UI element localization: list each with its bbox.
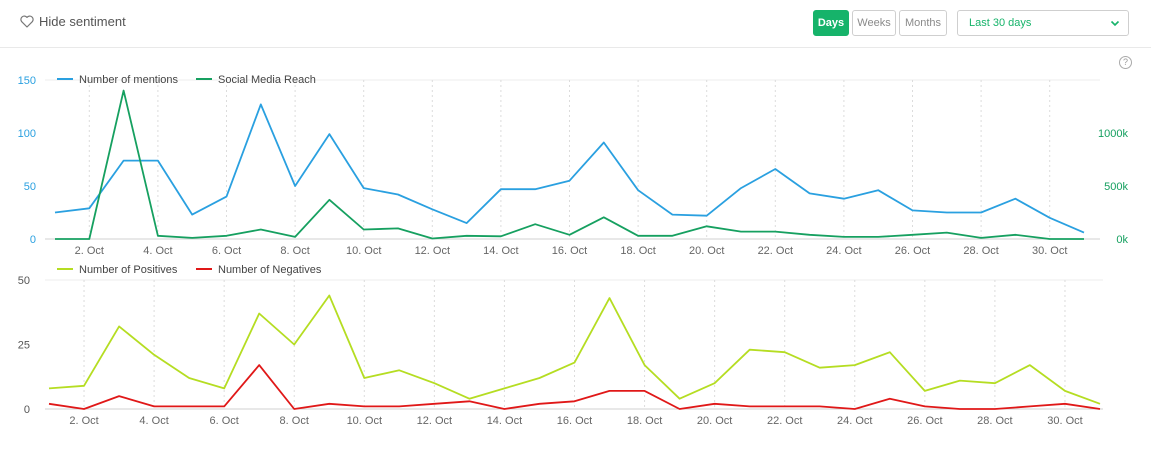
x-tick-label: 30. Oct (1032, 245, 1067, 257)
legend-label-number-of-mentions: Number of mentions (79, 74, 179, 86)
mentions-reach-chart: 2. Oct 4. Oct 6. Oct 8. Oct 10. Oct 12. Oct 14… (18, 74, 1129, 257)
y-tick-label-right: 500k (1104, 181, 1128, 193)
x-tick-label: 26. Oct (907, 415, 942, 427)
x-tick-label: 24. Oct (837, 415, 872, 427)
weeks-button[interactable]: Weeks (852, 10, 896, 36)
chart-toolbar: Hide sentiment Days Weeks Months Last 30… (0, 0, 1151, 48)
y-tick-label-left: 25 (18, 340, 30, 352)
x-tick-label: 12. Oct (415, 245, 450, 257)
date-range-select[interactable]: Last 30 days (957, 10, 1129, 36)
y-tick-label-right: 0k (1116, 234, 1128, 246)
hide-sentiment-toggle[interactable]: Hide sentiment (20, 14, 126, 29)
series-line-social-media-reach (55, 89, 1084, 240)
x-tick-label: 20. Oct (697, 415, 732, 427)
help-icon[interactable]: ? (1119, 56, 1132, 69)
x-tick-label: 6. Oct (212, 245, 241, 257)
x-tick-label: 14. Oct (487, 415, 522, 427)
x-tick-label: 18. Oct (620, 245, 655, 257)
y-tick-label-left: 0 (30, 234, 36, 246)
x-tick-label: 8. Oct (280, 245, 309, 257)
y-tick-label-left: 50 (18, 275, 30, 287)
x-tick-label: 10. Oct (346, 245, 381, 257)
x-tick-label: 10. Oct (347, 415, 382, 427)
months-button[interactable]: Months (899, 10, 947, 36)
x-tick-label: 26. Oct (895, 245, 930, 257)
x-tick-label: 4. Oct (143, 245, 172, 257)
x-tick-label: 12. Oct (417, 415, 452, 427)
sentiment-chart: 2. Oct 4. Oct 6. Oct 8. Oct 10. Oct 12. Oct 14… (18, 264, 1103, 427)
x-tick-label: 2. Oct (75, 245, 104, 257)
y-tick-label-right: 1000k (1098, 128, 1128, 140)
x-tick-label: 6. Oct (209, 415, 238, 427)
legend-label-number-of-positives: Number of Positives (79, 264, 178, 276)
x-tick-label: 18. Oct (627, 415, 662, 427)
date-range-value: Last 30 days (969, 17, 1032, 29)
x-tick-label: 24. Oct (826, 245, 861, 257)
x-tick-label: 16. Oct (557, 415, 592, 427)
y-tick-label-left: 150 (18, 75, 36, 87)
x-tick-label: 22. Oct (767, 415, 802, 427)
heart-icon (20, 15, 34, 28)
x-tick-label: 4. Oct (139, 415, 168, 427)
series-line-number-of-positives (48, 294, 1101, 405)
x-tick-label: 14. Oct (483, 245, 518, 257)
series-line-number-of-negatives (48, 364, 1101, 410)
chevron-down-icon (1110, 20, 1120, 27)
x-tick-label: 2. Oct (69, 415, 98, 427)
legend-label-number-of-negatives: Number of Negatives (218, 264, 322, 276)
y-tick-label-left: 100 (18, 128, 36, 140)
days-button[interactable]: Days (813, 10, 849, 36)
x-tick-label: 28. Oct (977, 415, 1012, 427)
x-tick-label: 28. Oct (963, 245, 998, 257)
x-tick-label: 16. Oct (552, 245, 587, 257)
y-tick-label-left: 0 (24, 404, 30, 416)
x-tick-label: 22. Oct (758, 245, 793, 257)
x-tick-label: 30. Oct (1047, 415, 1082, 427)
hide-sentiment-label: Hide sentiment (39, 14, 126, 29)
legend-label-social-media-reach: Social Media Reach (218, 74, 316, 86)
x-tick-label: 20. Oct (689, 245, 724, 257)
x-tick-label: 8. Oct (280, 415, 309, 427)
y-tick-label-left: 50 (24, 181, 36, 193)
series-line-number-of-mentions (54, 103, 1085, 234)
